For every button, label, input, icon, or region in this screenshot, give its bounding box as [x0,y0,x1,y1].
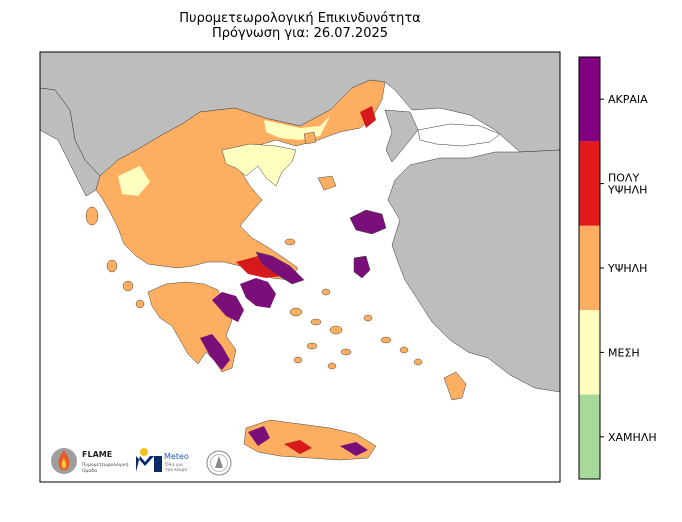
colorbar-label-low: ΧΑΜΗΛΗ [608,431,657,444]
crete-very-high [284,440,312,454]
colorbar-segment-extreme [579,57,600,142]
lesvos-island [349,209,387,235]
sea-of-marmara [417,123,501,147]
medium-patch-west [118,166,150,196]
evros-very-high [360,106,376,128]
seal-logo [206,450,232,476]
meteo-logo-subtitle-1: Όλα για [164,461,183,468]
meteo-logo: Meteo Όλα για τον καιρό [136,448,189,473]
thasos-island [303,131,317,145]
colorbar-segment-very-high [579,141,600,226]
limnos-island [317,175,337,191]
flame-logo: FLAME Πυρομετεωρολογική Ομάδα [51,448,129,474]
colorbar-label-high: ΥΨΗΛΗ [607,262,647,275]
colorbar-segment-high [579,225,600,311]
colorbar-frame [578,56,601,480]
rhodes-island [443,371,467,401]
crete-island [243,419,377,461]
turkey-land [387,149,560,393]
evia-island [255,251,305,285]
extreme-zone-attica [240,278,276,308]
flame-logo-name: FLAME [82,450,112,459]
chalkidiki [221,143,297,187]
title-line-2: Πρόγνωση για: 26.07.2025 [211,26,389,41]
colorbar-segment-low [579,394,600,479]
gallipoli-land [384,109,419,163]
ionian-islands [85,206,145,309]
colorbar-label-extreme: ΑΚΡΑΙΑ [608,93,648,106]
colorbar-label-medium: ΜΕΣΗ [608,346,640,359]
map-title: Πυρομετεωρολογική Επικινδυνότητα Πρόγνωσ… [40,11,560,41]
colorbar-segment-medium [579,310,600,395]
colorbar-label-very-high-2: ΥΨΗΛΗ [607,184,647,197]
flame-logo-subtitle-2: Ομάδα [82,467,97,474]
title-line-1: Πυρομετεωρολογική Επικινδυνότητα [179,11,421,26]
chios-island [353,255,371,279]
extreme-zone-laconia [200,334,230,370]
map-frame [39,51,561,483]
cyclades-islands [284,238,423,370]
crete-extreme-west [248,426,270,446]
flame-logo-subtitle-1: Πυρομετεωρολογική [82,461,129,468]
extreme-zone-argolida [212,292,244,322]
meteo-logo-subtitle-2: τον καιρό [165,466,187,473]
crete-extreme-east [340,442,368,456]
meteo-logo-name: Meteo [164,452,189,461]
colorbar-label-very-high-1: ΠΟΛΥ [608,172,639,185]
